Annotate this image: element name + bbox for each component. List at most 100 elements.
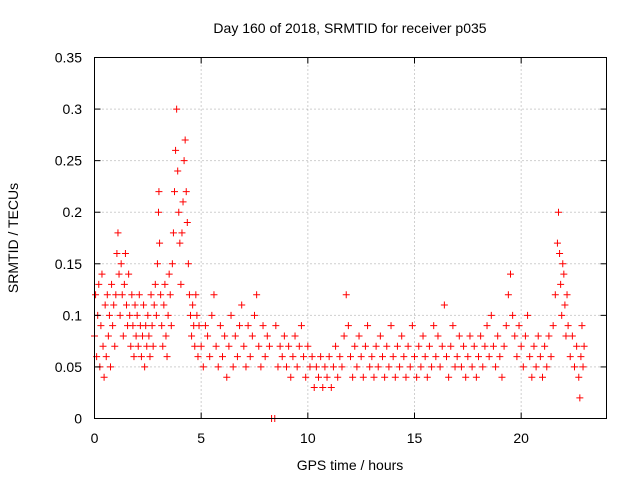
data-point	[389, 353, 397, 361]
data-point	[561, 301, 569, 309]
data-point	[191, 342, 199, 350]
data-point	[153, 260, 161, 268]
data-point	[342, 291, 350, 299]
data-point	[347, 353, 354, 361]
data-point	[187, 311, 194, 319]
x-tick-label: 0	[91, 430, 99, 446]
data-point	[558, 311, 566, 319]
y-tick-label: 0.2	[63, 204, 83, 220]
data-point	[274, 363, 282, 371]
data-point	[494, 332, 502, 340]
data-point	[208, 311, 216, 319]
data-point	[534, 332, 542, 340]
data-point	[219, 353, 226, 361]
data-point	[251, 311, 258, 319]
data-point	[443, 353, 450, 361]
data-point	[112, 291, 120, 299]
data-point	[430, 322, 438, 330]
data-point	[139, 332, 146, 340]
data-point	[511, 332, 519, 340]
data-point	[98, 270, 106, 278]
data-point	[123, 301, 130, 309]
data-point	[566, 353, 574, 361]
data-point	[575, 373, 583, 381]
data-point	[248, 332, 256, 340]
data-point	[160, 301, 168, 309]
data-point	[127, 342, 135, 350]
data-point	[477, 332, 485, 340]
data-point	[116, 311, 124, 319]
data-point	[201, 322, 209, 330]
data-point	[184, 260, 192, 268]
data-point	[513, 353, 521, 361]
data-point	[334, 373, 342, 381]
data-point	[502, 322, 510, 330]
data-point	[125, 270, 133, 278]
data-point	[568, 332, 576, 340]
data-point	[451, 363, 459, 371]
data-point	[327, 384, 335, 392]
data-point	[168, 260, 176, 268]
data-point	[287, 373, 295, 381]
data-point	[172, 146, 180, 154]
data-point	[120, 280, 128, 288]
chart-title: Day 160 of 2018, SRMTID for receiver p03…	[213, 20, 486, 36]
data-point	[177, 280, 185, 288]
data-point	[519, 363, 527, 371]
data-point	[104, 332, 112, 340]
data-point	[470, 342, 478, 350]
data-point	[146, 353, 154, 361]
data-point	[225, 342, 233, 350]
data-point	[436, 363, 444, 371]
data-point	[504, 291, 512, 299]
data-point	[532, 363, 540, 371]
data-point	[379, 353, 386, 361]
data-point	[178, 229, 186, 237]
data-point	[404, 342, 412, 350]
data-point	[169, 229, 177, 237]
data-point	[547, 353, 555, 361]
data-point	[240, 342, 248, 350]
x-axis-label: GPS time / hours	[297, 457, 404, 473]
data-point	[253, 291, 261, 299]
data-point	[143, 342, 151, 350]
data-point	[195, 322, 203, 330]
data-point	[319, 384, 327, 392]
data-point	[489, 342, 497, 350]
data-point	[515, 322, 523, 330]
data-point	[425, 342, 433, 350]
data-point	[381, 373, 389, 381]
data-point	[396, 363, 404, 371]
y-tick-label: 0	[74, 411, 82, 427]
data-point	[113, 249, 121, 257]
plot-frame	[94, 57, 607, 419]
data-point	[361, 342, 369, 350]
data-point	[295, 342, 303, 350]
data-point	[304, 342, 312, 350]
data-point	[257, 363, 265, 371]
data-point	[562, 332, 570, 340]
data-point	[517, 342, 525, 350]
data-point	[109, 322, 117, 330]
data-point	[117, 260, 125, 268]
data-point	[261, 353, 269, 361]
data-point	[557, 280, 565, 288]
data-point	[464, 353, 472, 361]
data-point	[229, 363, 237, 371]
data-point	[472, 373, 480, 381]
data-point	[132, 332, 140, 340]
data-point	[355, 332, 363, 340]
data-point	[115, 270, 123, 278]
data-point	[210, 291, 218, 299]
axis-ticks: 0 5 10 15 20 0 0.05 0.1 0.15 0.2 0.25 0.3 0.35	[55, 50, 607, 446]
data-point	[351, 342, 359, 350]
data-point	[359, 373, 367, 381]
data-point	[92, 291, 100, 299]
data-point	[103, 291, 111, 299]
data-point	[140, 301, 148, 309]
data-point	[483, 322, 491, 330]
data-point	[549, 322, 557, 330]
data-point	[142, 322, 150, 330]
data-point	[555, 208, 562, 216]
